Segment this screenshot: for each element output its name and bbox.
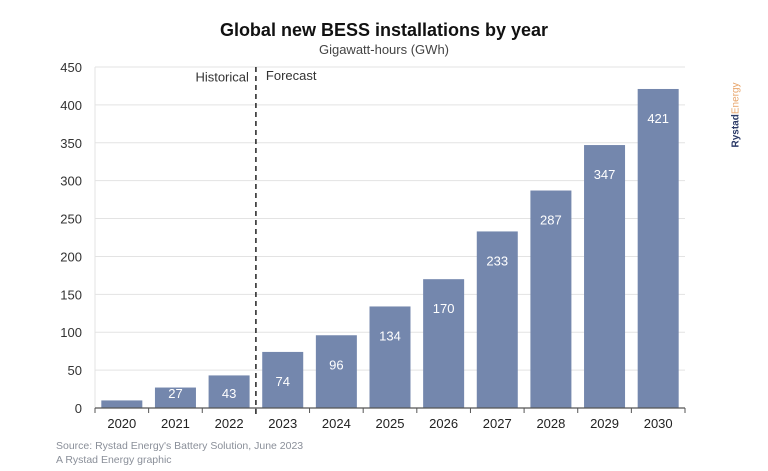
bar-2021 bbox=[154, 387, 196, 408]
x-tick-label: 2028 bbox=[536, 416, 565, 431]
bar-2020 bbox=[101, 400, 143, 408]
historical-label: Historical bbox=[195, 69, 249, 84]
source-note: Source: Rystad Energy's Battery Solution… bbox=[56, 440, 304, 452]
bar-2022 bbox=[208, 375, 250, 408]
bar-2025 bbox=[369, 306, 411, 408]
logo-part1: Rystad bbox=[730, 114, 742, 148]
x-tick-label: 2026 bbox=[429, 416, 458, 431]
data-label-2023: 74 bbox=[275, 374, 289, 389]
y-tick-label: 250 bbox=[60, 212, 82, 227]
bar-2030 bbox=[637, 88, 679, 408]
x-tick-label: 2021 bbox=[161, 416, 190, 431]
credit-note: A Rystad Energy graphic bbox=[56, 454, 172, 466]
x-tick-label: 2025 bbox=[376, 416, 405, 431]
y-tick-label: 50 bbox=[68, 363, 82, 378]
y-tick-label: 450 bbox=[60, 60, 82, 75]
y-tick-label: 100 bbox=[60, 325, 82, 340]
bar-2027 bbox=[476, 231, 518, 408]
forecast-label: Forecast bbox=[266, 68, 317, 83]
y-tick-label: 150 bbox=[60, 287, 82, 302]
bar-2026 bbox=[423, 279, 465, 408]
data-label-2027: 233 bbox=[486, 253, 508, 268]
data-label-2021: 27 bbox=[168, 386, 182, 401]
y-tick-label: 200 bbox=[60, 249, 82, 264]
bar-2029 bbox=[584, 145, 626, 408]
data-label-2024: 96 bbox=[329, 357, 343, 372]
bar-2028 bbox=[530, 190, 572, 408]
x-tick-label: 2023 bbox=[268, 416, 297, 431]
data-label-2030: 421 bbox=[647, 111, 669, 126]
x-tick-label: 2020 bbox=[107, 416, 136, 431]
x-tick-label: 2024 bbox=[322, 416, 351, 431]
chart-title: Global new BESS installations by year bbox=[219, 20, 549, 40]
rystad-logo: RystadEnergy bbox=[731, 82, 742, 147]
y-tick-label: 300 bbox=[60, 174, 82, 189]
bar-2023 bbox=[262, 351, 304, 408]
x-tick-label: 2030 bbox=[644, 416, 673, 431]
y-tick-label: 400 bbox=[60, 98, 82, 113]
logo-part2: Energy bbox=[730, 82, 742, 115]
data-label-2028: 287 bbox=[540, 213, 562, 228]
data-label-2026: 170 bbox=[433, 301, 455, 316]
y-tick-label: 0 bbox=[75, 401, 82, 416]
data-label-2029: 347 bbox=[594, 167, 616, 182]
y-tick-label: 350 bbox=[60, 136, 82, 151]
data-label-2025: 134 bbox=[379, 328, 401, 343]
chart-subtitle: Gigawatt-hours (GWh) bbox=[318, 42, 450, 57]
x-tick-label: 2029 bbox=[590, 416, 619, 431]
bar-2024 bbox=[315, 335, 357, 408]
x-tick-label: 2027 bbox=[483, 416, 512, 431]
x-tick-label: 2022 bbox=[215, 416, 244, 431]
data-label-2022: 43 bbox=[222, 386, 236, 401]
